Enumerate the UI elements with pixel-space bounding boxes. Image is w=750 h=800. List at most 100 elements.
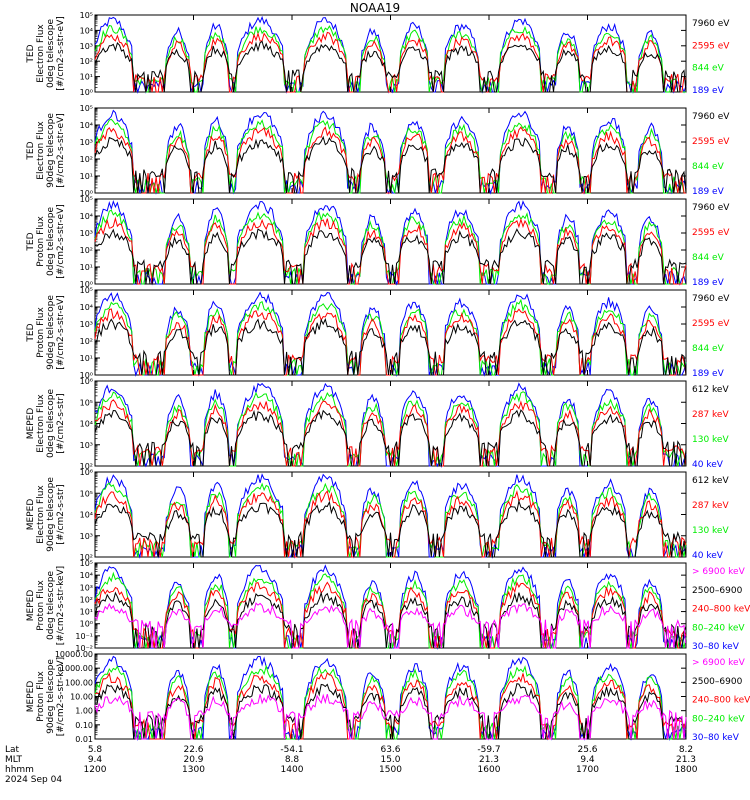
y-tick-label: 10² bbox=[80, 595, 93, 604]
legend-entry: 612 keV bbox=[692, 385, 729, 395]
y-axis-label-line: Electron Flux bbox=[36, 485, 46, 544]
y-tick-label: 10³ bbox=[80, 229, 93, 238]
panel-p7: 10⁻² 10⁻¹ 10⁰ 10¹ 10² 10³ 10⁴ 10⁵ MEPEDProton Fl… bbox=[26, 559, 750, 653]
y-tick-label: 10⁻¹ bbox=[75, 632, 93, 641]
y-tick-label: 10⁴ bbox=[80, 121, 93, 130]
y-tick-label: 10⁵ bbox=[80, 104, 93, 113]
legend-entry: 80–240 keV bbox=[692, 623, 745, 633]
y-axis-label-line: TED bbox=[26, 141, 36, 160]
y-axis-label-line: MEPED bbox=[26, 408, 36, 440]
x-tick-label-hhmm: 1600 bbox=[478, 765, 501, 775]
legend-entry: > 6900 keV bbox=[692, 658, 746, 668]
y-tick-label: 10¹ bbox=[80, 354, 93, 363]
x-tick-label-lat: -59.7 bbox=[477, 745, 500, 755]
x-tick-label-mlt: 8.8 bbox=[285, 755, 300, 765]
legend-entry: 612 keV bbox=[692, 476, 729, 486]
y-axis-label-line: [#/cm2-s-str-eV] bbox=[56, 204, 66, 279]
y-axis-label: MEPEDProton Flux0deg telescope[#/cm2-s-s… bbox=[26, 566, 66, 645]
y-tick-label: 10³ bbox=[80, 441, 93, 450]
y-axis-label: MEPEDElectron Flux0deg telescope[#/cm2-s… bbox=[26, 389, 66, 459]
legend-entry: 7960 eV bbox=[692, 19, 730, 29]
x-tick-label-mlt: 15.0 bbox=[380, 755, 400, 765]
y-axis-label-line: TED bbox=[26, 232, 36, 251]
legend-entry: 189 eV bbox=[692, 369, 725, 379]
y-tick-label: 10⁴ bbox=[80, 212, 93, 221]
legend-entry: 240–800 keV bbox=[692, 696, 750, 706]
y-axis-label-line: TED bbox=[26, 323, 36, 342]
chart-title: NOAA19 bbox=[349, 1, 401, 15]
legend-entry: > 6900 keV bbox=[692, 567, 746, 577]
y-axis-label-line: [#/cm2-s-str] bbox=[56, 484, 66, 544]
y-axis-label-line: MEPED bbox=[26, 590, 36, 622]
series-trace--6900-keV bbox=[94, 693, 687, 740]
x-axis: 5.89.4120022.620.91300-54.18.8140063.615… bbox=[5, 15, 698, 785]
y-tick-label: 10⁵ bbox=[80, 489, 93, 498]
legend-entry: 7960 eV bbox=[692, 294, 730, 304]
y-tick-label: 10² bbox=[80, 57, 93, 66]
legend-entry: 844 eV bbox=[692, 344, 725, 354]
y-axis-label-line: TED bbox=[26, 44, 36, 63]
legend-entry: 2595 eV bbox=[692, 228, 730, 238]
series-trace-189-eV bbox=[94, 200, 687, 286]
y-axis-label-line: Electron Flux bbox=[36, 394, 46, 453]
legend-entry: 189 eV bbox=[692, 278, 725, 288]
legend-entry: 844 eV bbox=[692, 162, 725, 172]
y-axis-label-line: Proton Flux bbox=[36, 580, 46, 631]
y-axis-label-line: [#/cm2-s-str-eV] bbox=[56, 113, 66, 188]
y-tick-label: 10⁵ bbox=[80, 195, 93, 204]
y-axis-label-line: 90deg telescope bbox=[46, 659, 56, 734]
y-tick-label: 10⁵ bbox=[80, 11, 93, 20]
y-tick-label: 10¹ bbox=[80, 608, 93, 617]
y-axis-label-line: MEPED bbox=[26, 499, 36, 531]
y-axis-label-line: Proton Flux bbox=[36, 216, 46, 267]
y-tick-label: 10² bbox=[80, 462, 93, 471]
panel-p2: 10⁰ 10¹ 10² 10³ 10⁴ 10⁵ TEDElectron Flux90deg … bbox=[26, 104, 730, 198]
legend-entry: 844 eV bbox=[692, 253, 725, 263]
y-tick-label: 0.01 bbox=[75, 735, 93, 744]
y-tick-label: 1.00 bbox=[75, 707, 93, 716]
y-tick-label: 10⁰ bbox=[80, 371, 93, 380]
y-axis-label: TEDProton Flux90deg telescope[#/cm2-s-st… bbox=[26, 295, 66, 370]
panel-p5: 10² 10³ 10⁴ 10⁵ 10⁶ MEPEDElectron Flux0deg te… bbox=[26, 377, 729, 471]
y-tick-label: 10² bbox=[80, 553, 93, 562]
y-axis-label-line: Proton Flux bbox=[36, 307, 46, 358]
y-tick-label: 10³ bbox=[80, 583, 93, 592]
y-axis-label-line: 0deg telescope bbox=[46, 389, 56, 459]
y-axis-label-line: [#/cm2-s-str-eV] bbox=[56, 16, 66, 91]
panel-p8: 0.010.101.0010.00100.001000.0010000.00ME… bbox=[26, 650, 750, 744]
y-axis-label-line: 0deg telescope bbox=[46, 207, 56, 277]
x-tick-label-lat: 5.8 bbox=[88, 745, 103, 755]
legend-entry: 7960 eV bbox=[692, 112, 730, 122]
panel-p1: 10⁰ 10¹ 10² 10³ 10⁴ 10⁵ TEDElectron Flux0deg t… bbox=[26, 11, 730, 97]
y-tick-label: 10⁵ bbox=[80, 559, 93, 568]
x-row-label: hhmm bbox=[5, 765, 34, 775]
panel-p4: 10⁰ 10¹ 10² 10³ 10⁴ 10⁵ TEDProton Flux90deg te… bbox=[26, 286, 730, 380]
x-tick-label-lat: 22.6 bbox=[183, 745, 203, 755]
legend-entry: 130 keV bbox=[692, 435, 729, 445]
x-tick-label-lat: 8.2 bbox=[679, 745, 693, 755]
y-tick-label: 10³ bbox=[80, 42, 93, 51]
y-tick-label: 10¹ bbox=[80, 172, 93, 181]
x-tick-label-mlt: 20.9 bbox=[183, 755, 203, 765]
y-axis-label: MEPEDProton Flux90deg telescope[#/cm2-s-… bbox=[26, 657, 66, 736]
x-tick-label-mlt: 21.3 bbox=[479, 755, 499, 765]
y-tick-label: 100.00 bbox=[65, 678, 93, 687]
y-axis-label: TEDElectron Flux0deg telescope[#/cm2-s-s… bbox=[26, 16, 66, 91]
series-trace-287-keV bbox=[94, 489, 687, 558]
x-tick-label-mlt: 9.4 bbox=[88, 755, 103, 765]
y-axis-label-line: 90deg telescope bbox=[46, 477, 56, 552]
legend-entry: 2595 eV bbox=[692, 41, 730, 51]
legend-entry: 189 eV bbox=[692, 86, 725, 96]
y-axis-label: TEDProton Flux0deg telescope[#/cm2-s-str… bbox=[26, 204, 66, 279]
y-axis-label-line: MEPED bbox=[26, 681, 36, 713]
legend-entry: 2500–6900 bbox=[692, 677, 743, 687]
x-row-label: Lat bbox=[5, 745, 20, 755]
x-tick-label-mlt: 21.3 bbox=[676, 755, 696, 765]
legend-entry: 40 keV bbox=[692, 551, 724, 561]
y-tick-label: 10³ bbox=[80, 320, 93, 329]
x-tick-label-hhmm: 1500 bbox=[379, 765, 402, 775]
y-tick-label: 10⁶ bbox=[80, 468, 93, 477]
y-tick-label: 10⁴ bbox=[80, 571, 93, 580]
legend-entry: 7960 eV bbox=[692, 203, 730, 213]
x-tick-label-hhmm: 1400 bbox=[281, 765, 304, 775]
